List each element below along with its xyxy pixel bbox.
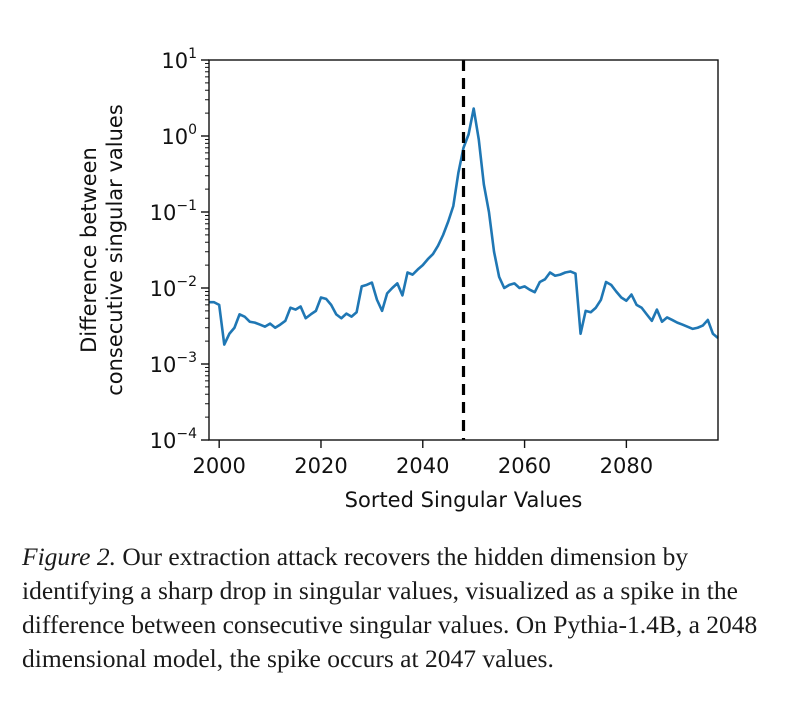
plot-frame bbox=[208, 59, 719, 441]
x-tick-label: 2000 bbox=[192, 454, 245, 478]
figure-caption: Figure 2. Our extraction attack recovers… bbox=[22, 540, 782, 676]
series-line bbox=[209, 107, 719, 346]
y-axis-title: consecutive singular values bbox=[103, 104, 127, 396]
caption-label: Figure 2. bbox=[22, 542, 116, 571]
x-tick-label: 2020 bbox=[294, 454, 347, 478]
y-tick-label: 101 bbox=[161, 46, 197, 73]
y-tick-label: 10−2 bbox=[150, 274, 197, 301]
y-axis-title: Difference between bbox=[77, 147, 101, 353]
caption-text: Our extraction attack recovers the hidde… bbox=[22, 542, 758, 673]
y-tick-label: 10−3 bbox=[150, 350, 197, 377]
x-tick-label: 2080 bbox=[600, 454, 653, 478]
x-tick-label: 2060 bbox=[498, 454, 551, 478]
y-tick-label: 100 bbox=[161, 122, 197, 149]
y-tick-label: 10−1 bbox=[150, 198, 197, 225]
x-axis-title: Sorted Singular Values bbox=[345, 488, 583, 512]
y-tick-label: 10−4 bbox=[150, 426, 197, 453]
x-tick-label: 2040 bbox=[396, 454, 449, 478]
